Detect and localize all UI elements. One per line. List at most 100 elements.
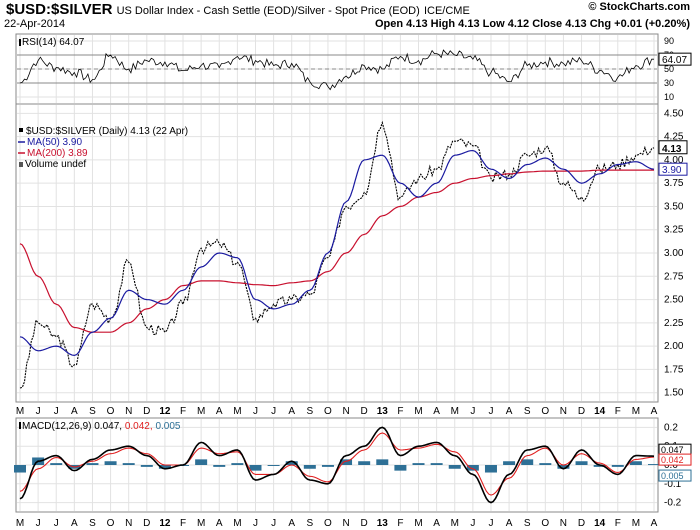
price-x-tick-label: J	[488, 406, 493, 417]
macd-histogram-bar	[412, 463, 425, 465]
price-plot	[19, 120, 655, 389]
macd-histogram-bar	[575, 461, 588, 465]
price-x-tick-label: M	[16, 406, 24, 417]
macd-histogram-bar	[503, 461, 516, 465]
macd-x-tick-label: J	[488, 518, 493, 529]
price-x-tick-label: J	[253, 406, 258, 417]
axis-labels: MMJJJJAASSOONNDD1212FFMMAAMMJJJJAASSOONN…	[16, 36, 692, 529]
macd-legend-swatch	[19, 422, 21, 429]
macd-histogram-bar	[122, 463, 135, 465]
macd-histogram-bar	[484, 465, 497, 473]
price-x-tick-label: O	[107, 406, 115, 417]
price-y-tick-label: 4.25	[664, 132, 684, 143]
price-x-tick-label: D	[143, 406, 150, 417]
macd-x-tick-label: O	[324, 518, 332, 529]
rsi-plot	[19, 49, 655, 91]
macd-x-tick-label: D	[143, 518, 150, 529]
macd-histogram-bar	[231, 463, 244, 465]
price-x-tick-label: J	[271, 406, 276, 417]
macd-x-tick-label: S	[306, 518, 313, 529]
macd-y-tick-label: -0.1	[664, 479, 682, 490]
rsi-y-tick-label: 30	[664, 78, 674, 88]
macd-histogram-bar	[321, 465, 334, 467]
macd-x-tick-label: M	[414, 518, 422, 529]
price-x-tick-label: 12	[159, 406, 171, 417]
macd-histogram-bar	[86, 463, 99, 465]
macd-x-tick-label: O	[541, 518, 549, 529]
price-x-tick-label: M	[233, 406, 241, 417]
macd-x-tick-label: A	[288, 518, 295, 529]
macd-x-tick-label: D	[578, 518, 585, 529]
macd-x-tick-label: A	[506, 518, 513, 529]
macd-legend-label: MACD(12,26,9)	[22, 421, 91, 432]
macd-histogram-bar	[448, 465, 461, 469]
macd-x-tick-label: J	[54, 518, 59, 529]
macd-histogram-bar	[285, 461, 298, 465]
macd-x-tick-label: A	[433, 518, 440, 529]
macd-histogram-bar	[249, 465, 262, 471]
macd-x-tick-label: M	[233, 518, 241, 529]
price-x-tick-label: M	[451, 406, 459, 417]
macd-legend-macd: 0.047,	[94, 421, 122, 432]
rsi-last-value-label: 64.07	[662, 55, 687, 66]
price-x-tick-label: J	[470, 406, 475, 417]
macd-histogram-bar	[557, 465, 570, 469]
price-x-tick-label: J	[54, 406, 59, 417]
price-x-tick-label: N	[125, 406, 132, 417]
macd-last-value-box	[658, 453, 692, 466]
rsi-y-tick-label: 90	[664, 36, 674, 46]
macd-histogram-bar	[50, 463, 63, 465]
price-x-tick-label: D	[578, 406, 585, 417]
rsi-y-tick-label: 50	[664, 64, 674, 74]
macd-histogram-bar	[104, 461, 117, 465]
macd-x-tick-label: S	[524, 518, 531, 529]
price-y-tick-label: 4.50	[664, 108, 684, 119]
low-label: Low	[482, 18, 505, 30]
macd-x-tick-label: S	[89, 518, 96, 529]
macd-x-tick-label: A	[216, 518, 223, 529]
macd-histogram-bar	[376, 459, 389, 465]
macd-histogram-bar	[14, 465, 26, 473]
price-x-tick-label: O	[541, 406, 549, 417]
price-x-tick-label: F	[397, 406, 403, 417]
price-x-tick-label: A	[506, 406, 513, 417]
macd-x-tick-label: M	[632, 518, 640, 529]
price-x-tick-label: A	[216, 406, 223, 417]
price-y-tick-label: 2.75	[664, 271, 684, 282]
macd-x-tick-label: N	[342, 518, 349, 529]
price-x-tick-label: F	[615, 406, 621, 417]
chart-date: 22-Apr-2014	[4, 18, 66, 30]
macd-x-tick-label: 14	[594, 518, 606, 529]
macd-histogram-bar	[430, 463, 443, 465]
price-line	[19, 120, 655, 389]
price-x-tick-label: 14	[594, 406, 606, 417]
macd-histogram-bar	[629, 461, 642, 465]
macd-histogram-bar	[195, 459, 208, 465]
price-legend-text: $USD:$SILVER (Daily) 4.13 (22 Apr)	[26, 126, 188, 137]
chg-value: +0.01 (+0.20%)	[614, 18, 690, 30]
ma200-line	[19, 169, 654, 333]
macd-last-value-label: 0.047	[661, 445, 684, 455]
macd-x-tick-label: D	[361, 518, 368, 529]
macd-histogram-bar	[593, 465, 606, 467]
price-y-tick-label: 4.00	[664, 155, 684, 166]
ma50-line	[19, 149, 655, 357]
close-label: Close	[532, 18, 563, 30]
macd-x-tick-label: J	[253, 518, 258, 529]
macd-line	[19, 426, 655, 504]
price-x-tick-label: O	[324, 406, 332, 417]
ma50-last-value-label: 3.90	[662, 165, 682, 176]
chart-header: $USD:$SILVER US Dollar Index - Cash Sett…	[6, 1, 470, 18]
stockcharts-logo[interactable]: © StockCharts.com	[588, 1, 690, 13]
macd-x-tick-label: M	[197, 518, 205, 529]
price-legend-swatch	[19, 128, 23, 132]
price-y-tick-label: 1.75	[664, 364, 684, 375]
price-x-tick-label: S	[306, 406, 313, 417]
close-value: 4.13	[565, 18, 587, 30]
price-x-tick-label: M	[197, 406, 205, 417]
price-x-tick-label: M	[632, 406, 640, 417]
price-x-tick-label: 13	[377, 406, 389, 417]
price-x-tick-label: D	[361, 406, 368, 417]
macd-x-tick-label: J	[271, 518, 276, 529]
